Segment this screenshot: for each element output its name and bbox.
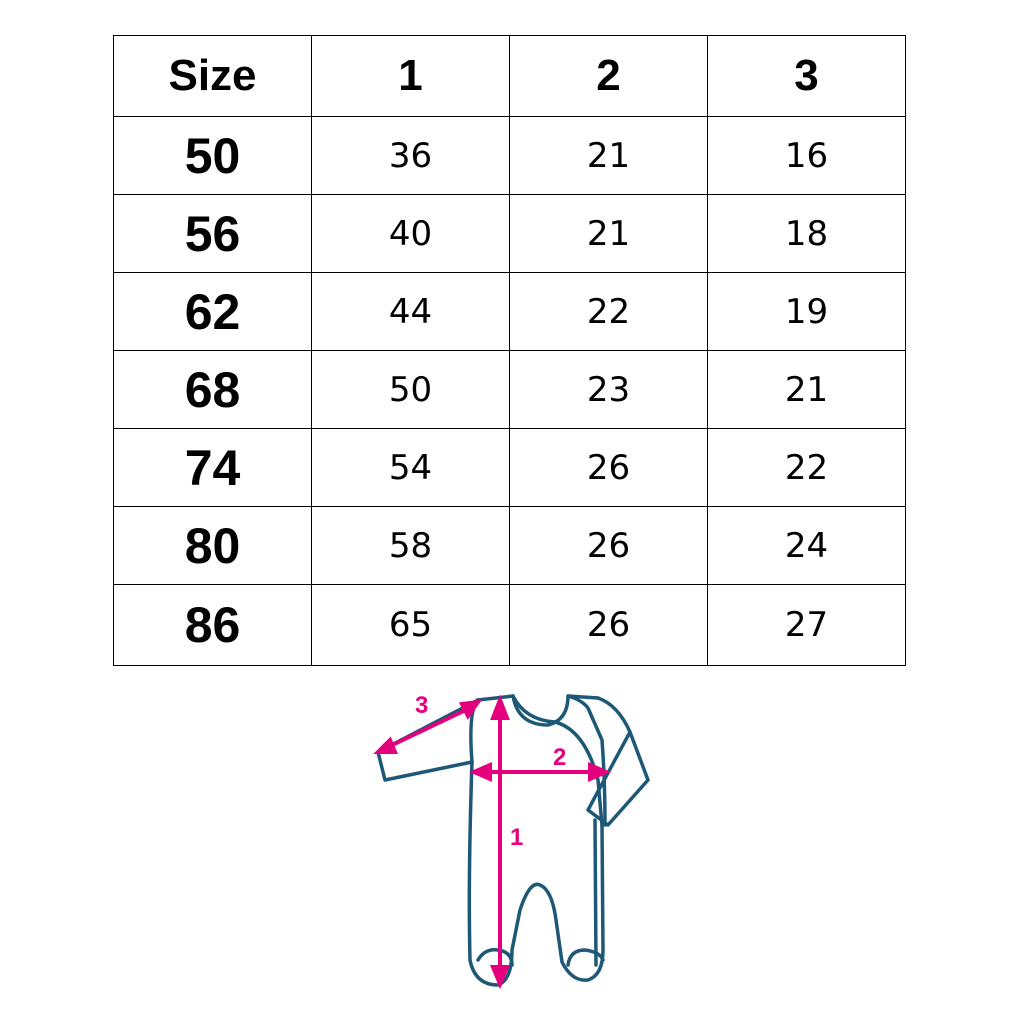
size-cell: 74 — [113, 428, 312, 507]
measurement-cell-3: 16 — [707, 116, 906, 195]
label-1: 1 — [510, 824, 523, 851]
size-cell: 86 — [113, 584, 312, 666]
measurement-cell-3: 27 — [707, 584, 906, 666]
measurement-cell-1: 44 — [311, 272, 510, 351]
measurement-cell-3: 19 — [707, 272, 906, 351]
measurement-cell-2: 26 — [509, 506, 708, 585]
header-size: Size — [113, 35, 312, 117]
measurement-cell-1: 40 — [311, 194, 510, 273]
measurement-cell-1: 65 — [311, 584, 510, 666]
measurement-arrows — [373, 694, 611, 990]
header-3: 3 — [707, 35, 906, 117]
measurement-cell-2: 23 — [509, 350, 708, 429]
measurement-cell-1: 50 — [311, 350, 510, 429]
measurement-cell-3: 24 — [707, 506, 906, 585]
table-row: 50 36 21 16 — [113, 116, 906, 195]
measurement-cell-2: 22 — [509, 272, 708, 351]
romper-outline — [376, 694, 650, 987]
label-3: 3 — [415, 692, 428, 719]
size-cell: 56 — [113, 194, 312, 273]
table-row: 56 40 21 18 — [113, 194, 906, 273]
measurement-cell-2: 21 — [509, 194, 708, 273]
table-row: 68 50 23 21 — [113, 350, 906, 429]
measurement-cell-1: 58 — [311, 506, 510, 585]
measurement-cell-2: 26 — [509, 428, 708, 507]
header-row: Size 1 2 3 — [113, 35, 906, 117]
measurement-cell-3: 22 — [707, 428, 906, 507]
table-row: 86 65 26 27 — [113, 584, 906, 666]
label-2: 2 — [553, 744, 566, 771]
header-1: 1 — [311, 35, 510, 117]
size-cell: 68 — [113, 350, 312, 429]
measurement-cell-2: 21 — [509, 116, 708, 195]
measurement-cell-3: 18 — [707, 194, 906, 273]
size-cell: 80 — [113, 506, 312, 585]
header-2: 2 — [509, 35, 708, 117]
measurement-cell-1: 36 — [311, 116, 510, 195]
size-cell: 50 — [113, 116, 312, 195]
measurement-cell-3: 21 — [707, 350, 906, 429]
table-row: 80 58 26 24 — [113, 506, 906, 585]
table-row: 74 54 26 22 — [113, 428, 906, 507]
measurement-cell-1: 54 — [311, 428, 510, 507]
measurement-cell-2: 26 — [509, 584, 708, 666]
size-chart-table: Size 1 2 3 50 36 21 16 56 40 21 18 62 44 22 19 68 50 2… — [113, 35, 906, 666]
arrow-3-sleeve — [385, 706, 471, 750]
size-cell: 62 — [113, 272, 312, 351]
romper-measurement-diagram: 1 2 3 — [373, 692, 650, 990]
table-row: 62 44 22 19 — [113, 272, 906, 351]
